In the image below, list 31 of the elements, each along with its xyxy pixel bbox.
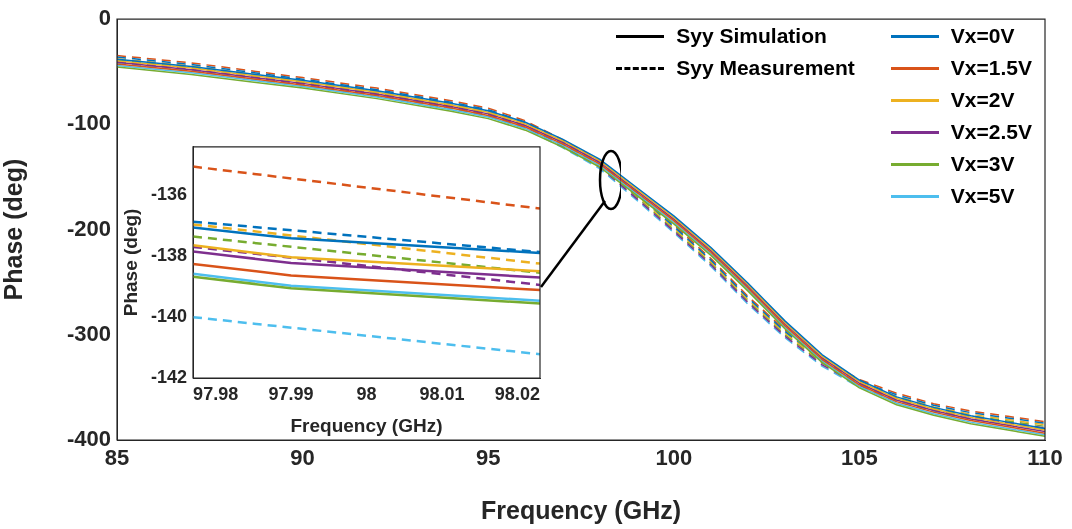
x-tick-label: 98.02: [494, 383, 540, 404]
legend-label: Vx=5V: [950, 184, 1015, 208]
x-tick-label: 97.99: [268, 383, 314, 404]
x-axis-title: Frequency (GHz): [290, 414, 443, 436]
y-tick-label: -142: [150, 366, 187, 387]
y-axis-title: Phase (deg): [119, 208, 141, 317]
legend-label: Syy Measurement: [676, 56, 855, 80]
x-tick-label: 90: [290, 445, 315, 471]
x-tick-label: 85: [104, 445, 130, 471]
legend-label: Vx=3V: [950, 152, 1015, 176]
legend-label: Syy Simulation: [676, 24, 827, 48]
y-axis-title: Phase (deg): [0, 158, 27, 301]
y-tick-label: -100: [66, 110, 111, 136]
x-tick-label: 95: [475, 445, 501, 471]
y-tick-label: -140: [150, 306, 187, 327]
x-tick-label: 100: [655, 445, 693, 471]
y-tick-label: -300: [66, 320, 111, 346]
y-tick-label: 0: [98, 5, 111, 31]
legend-label: Vx=0V: [950, 24, 1015, 48]
y-tick-label: -138: [150, 245, 187, 266]
x-tick-label: 97.98: [193, 383, 239, 404]
y-tick-label: -136: [150, 184, 187, 205]
x-tick-label: 110: [1027, 445, 1063, 471]
legend-label: Vx=1.5V: [950, 56, 1032, 80]
x-tick-label: 98.01: [419, 383, 465, 404]
x-tick-label: 98: [356, 383, 377, 404]
y-tick-label: -200: [66, 215, 111, 241]
x-axis-title: Frequency (GHz): [480, 495, 682, 524]
legend-label: Vx=2.5V: [950, 120, 1032, 144]
legend-label: Vx=2V: [950, 88, 1015, 112]
x-tick-label: 105: [841, 445, 878, 471]
